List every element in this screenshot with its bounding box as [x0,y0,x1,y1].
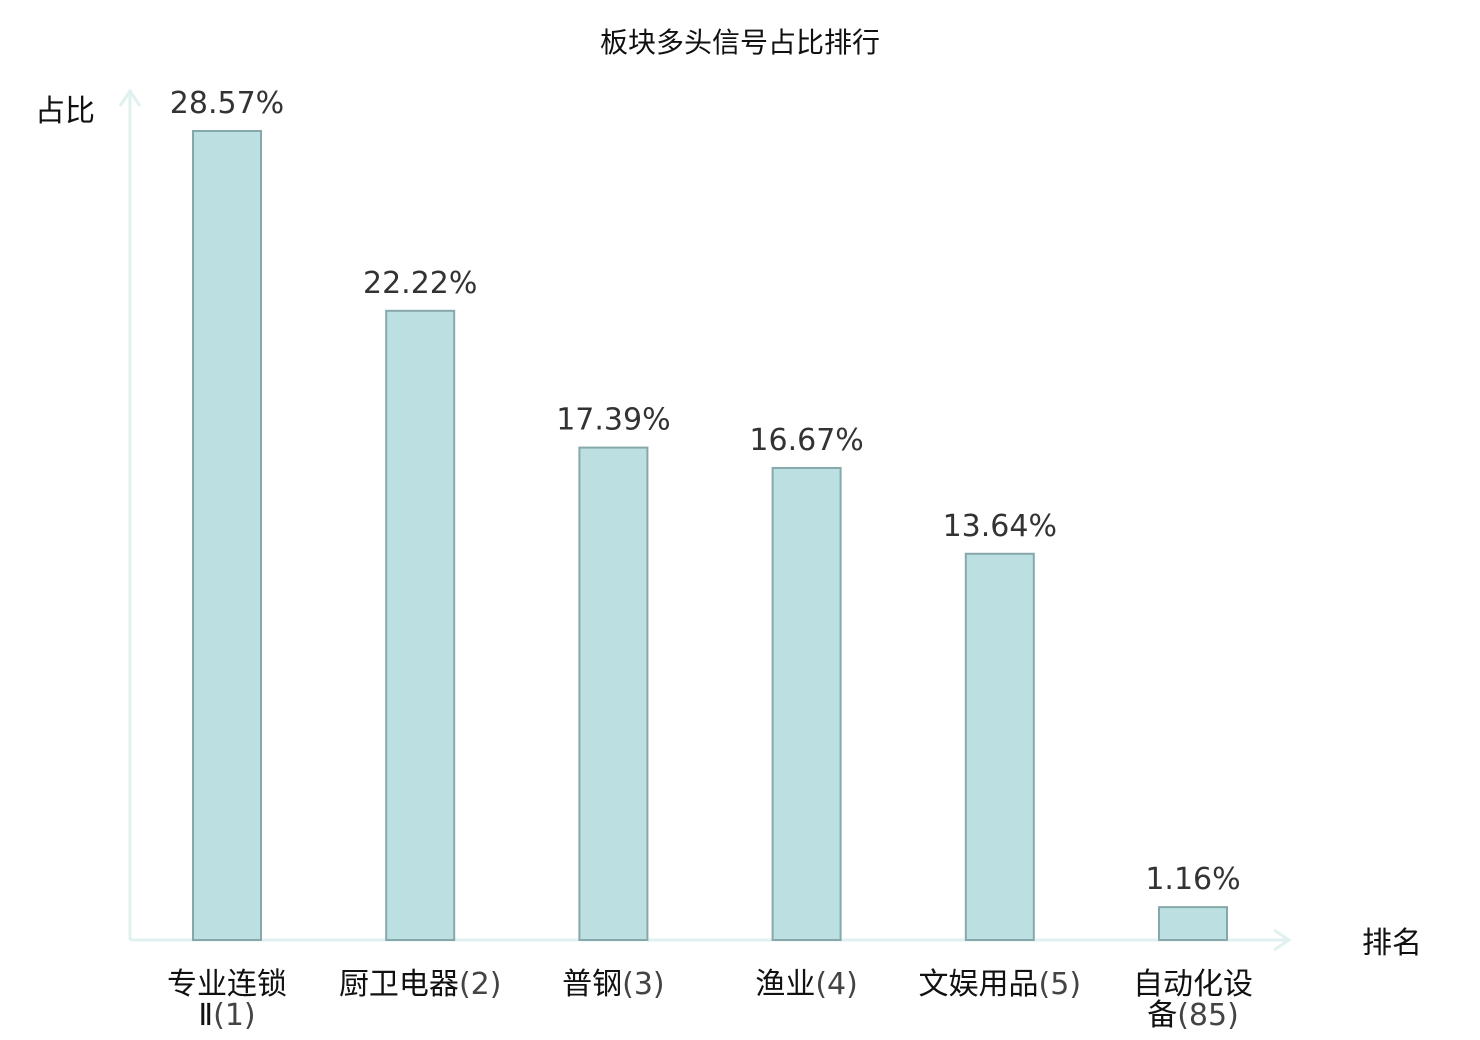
value-labels-group: 28.57% 22.22% 17.39% 16.67% 13.64% 1.16% [170,86,1241,897]
chart-title: 板块多头信号占比排行 [600,26,880,59]
x-tick-label: 普钢(3) [562,967,665,1002]
bar-value-label: 28.57% [170,86,284,121]
x-axis-label: 排名 [1362,926,1422,961]
x-axis-arrow [1273,928,1292,952]
bar-value-label: 13.64% [943,509,1057,544]
bar [1158,906,1228,941]
bar [578,446,649,941]
bar-value-label: 16.67% [749,423,863,458]
bar-value-label: 17.39% [556,403,670,438]
bar-value-label: 22.22% [363,266,477,301]
x-tick-label: 文娱用品(5) [919,967,1082,1002]
x-tick-label: 厨卫电器(2) [339,967,502,1002]
bar-value-label: 1.16% [1145,862,1240,897]
bars-group [192,130,1228,941]
bar [771,466,842,941]
x-tick-label: 备(85) [1147,998,1239,1033]
x-tick-label: 渔业(4) [755,967,858,1002]
axes: 占比 排名 [35,88,1422,961]
bar [385,309,456,941]
bar [964,552,1035,941]
x-tick-label: 专业连锁 [167,967,287,1002]
bar [192,130,262,941]
y-axis-arrow [118,88,142,107]
x-tick-label: Ⅱ(1) [198,998,255,1033]
x-tick-label: 自动化设 [1133,967,1253,1002]
y-axis-label: 占比 [35,94,95,129]
